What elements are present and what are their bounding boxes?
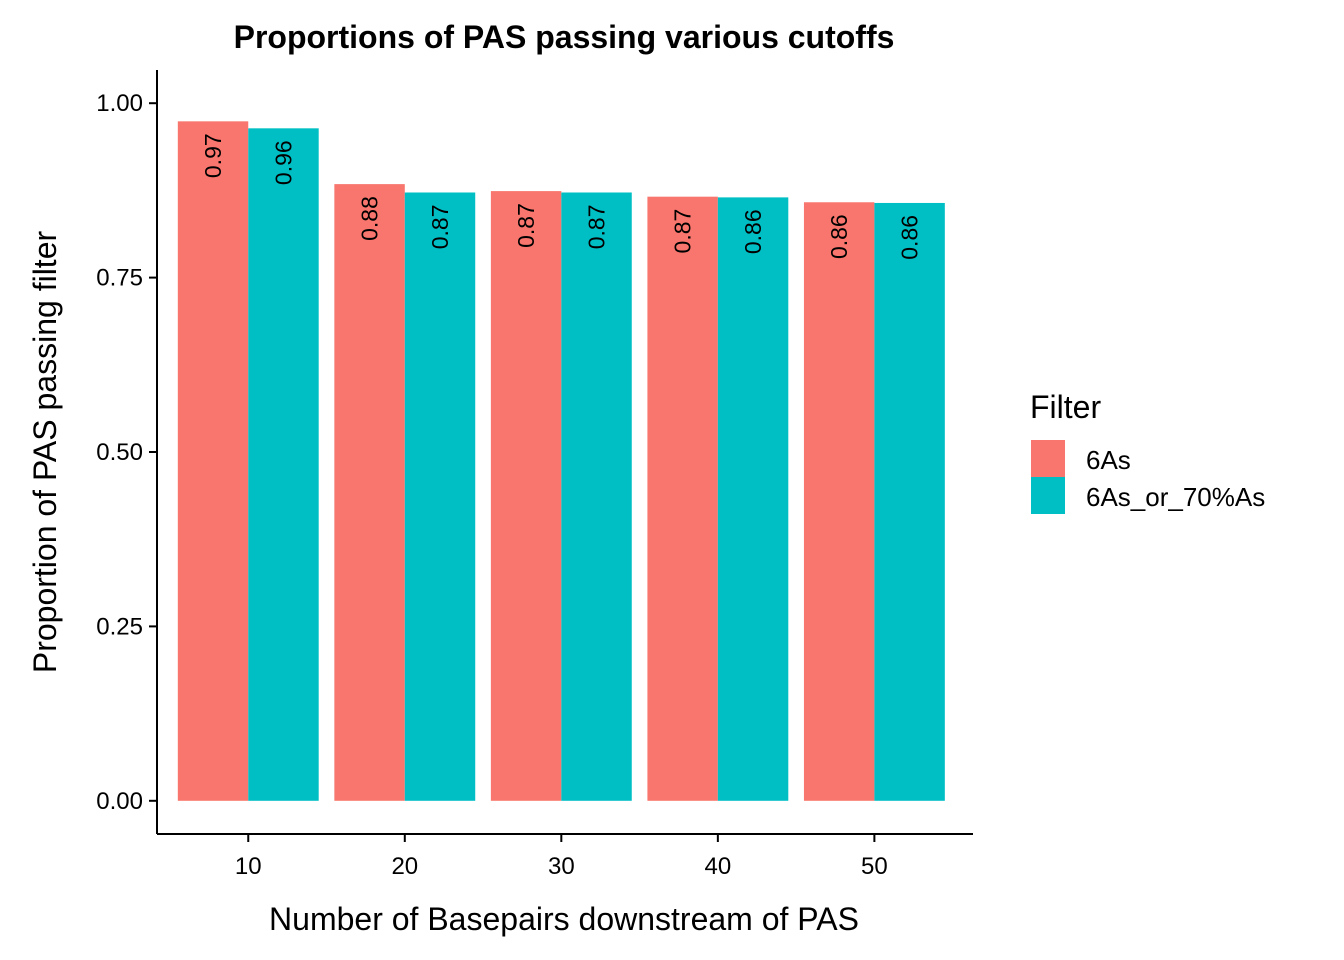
bar-40-series-2 (717, 197, 789, 801)
bar-30-series-2 (561, 192, 632, 801)
y-axis-title: Proportion of PAS passing filter (27, 231, 63, 674)
legend-key (1031, 440, 1065, 477)
bar-value-label: 0.87 (427, 204, 453, 249)
y-tick-label: 1.00 (96, 90, 143, 117)
x-tick-label: 10 (235, 853, 262, 880)
legend-label: 6As (1086, 445, 1131, 475)
bar-value-label: 0.88 (357, 196, 383, 241)
y-tick-label: 0.75 (96, 265, 143, 292)
bar-30-series-1 (490, 191, 562, 801)
bar-value-label: 0.87 (513, 203, 539, 248)
y-tick-label: 0.25 (96, 613, 143, 640)
bar-value-label: 0.86 (897, 215, 923, 260)
y-axis: 0.00 0.25 0.50 0.75 1.00 (96, 70, 158, 834)
bar-labels-group: 0.97 0.88 0.87 0.87 0.86 0.96 0.87 0.87 0.86 0.86 (200, 133, 923, 259)
bar-value-label: 0.87 (670, 209, 696, 254)
bar-10-series-2 (248, 128, 319, 801)
x-axis: 10 20 30 40 50 (157, 833, 973, 880)
bar-value-label: 0.96 (270, 140, 296, 185)
x-tick-label: 30 (548, 853, 575, 880)
bar-value-label: 0.86 (826, 214, 852, 259)
bar-40-series-1 (647, 196, 718, 801)
x-tick-label: 20 (391, 853, 418, 880)
y-tick-label: 0.00 (96, 788, 143, 815)
y-tick-label: 0.50 (96, 439, 143, 466)
x-axis-title: Number of Basepairs downstream of PAS (269, 901, 859, 937)
bar-50-series-2 (874, 202, 945, 801)
legend-key (1031, 477, 1065, 514)
legend-title: Filter (1030, 389, 1101, 425)
chart-title: Proportions of PAS passing various cutof… (234, 19, 895, 55)
bar-20-series-1 (334, 184, 405, 801)
x-tick-label: 50 (861, 853, 888, 880)
bar-value-label: 0.97 (200, 133, 226, 178)
bar-value-label: 0.86 (740, 209, 766, 254)
legend-label: 6As_or_70%As (1086, 482, 1265, 512)
bar-value-label: 0.87 (584, 204, 610, 249)
bar-10-series-1 (177, 121, 249, 801)
legend: Filter 6As 6As_or_70%As (1030, 389, 1265, 514)
bar-50-series-1 (803, 202, 875, 801)
bars-group (177, 121, 945, 801)
x-tick-label: 40 (705, 853, 732, 880)
bar-20-series-2 (404, 192, 476, 801)
